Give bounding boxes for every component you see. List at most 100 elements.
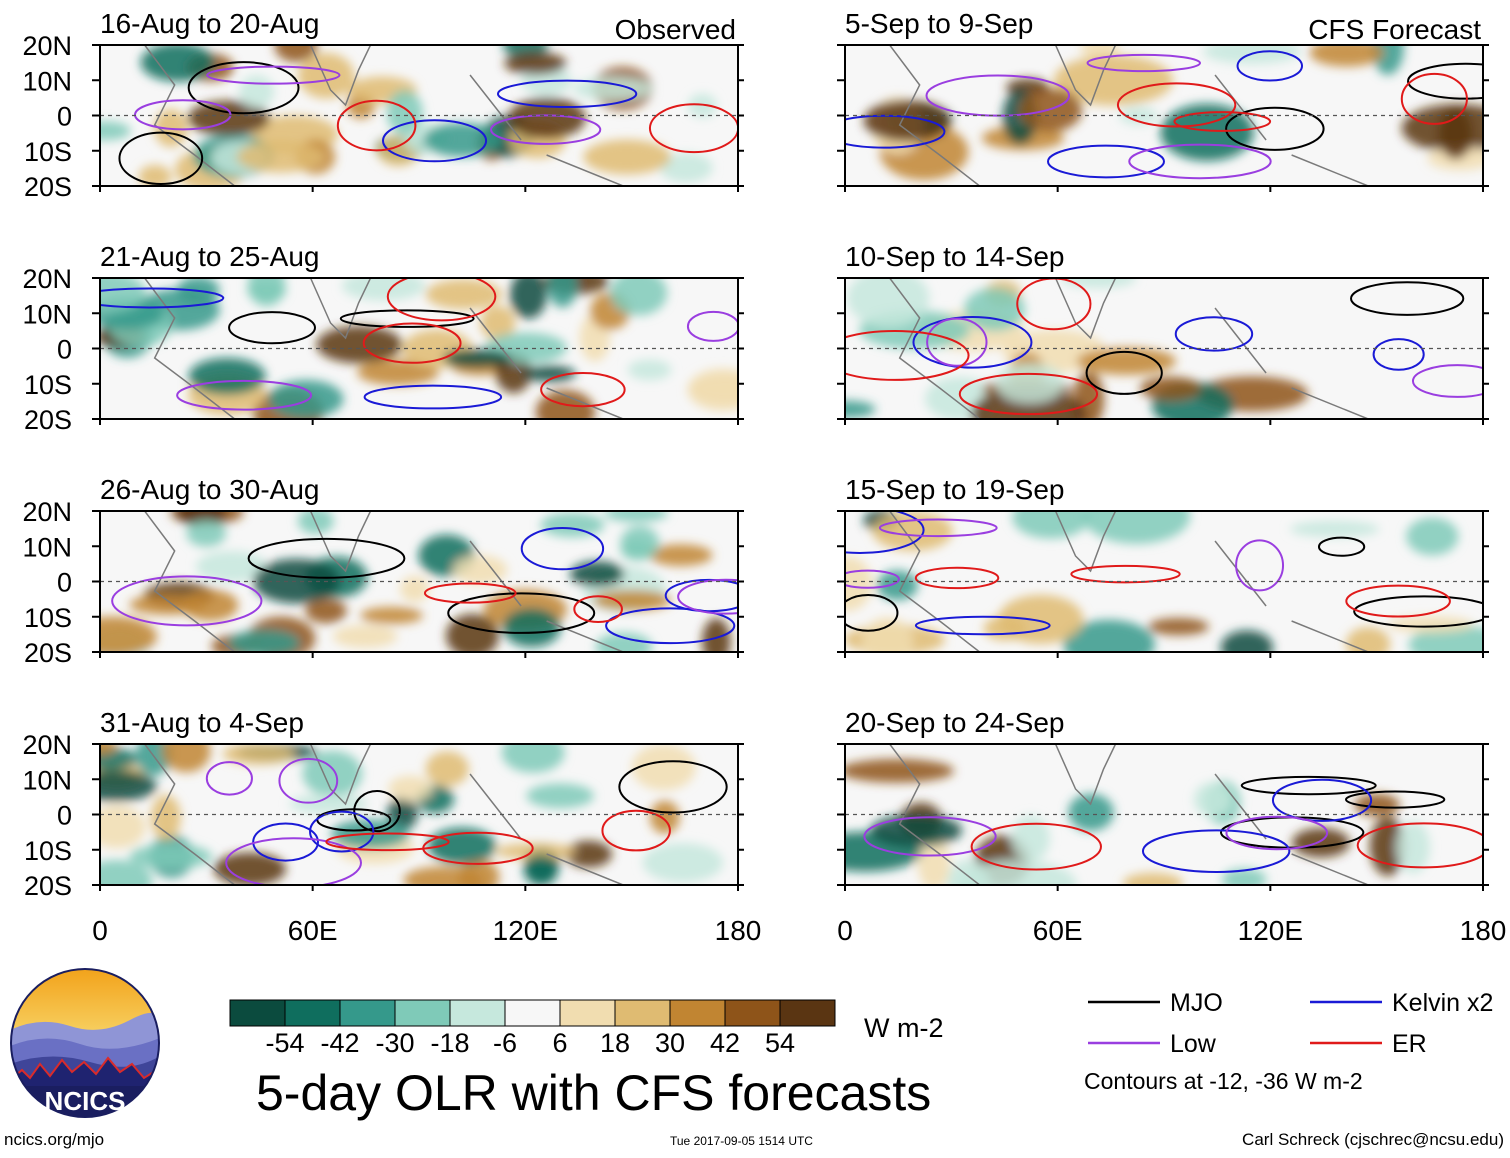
maritime-coast bbox=[469, 74, 624, 186]
olr-anomaly bbox=[186, 519, 227, 547]
maritime-coast bbox=[1214, 540, 1369, 652]
contour-kelvin-x2 bbox=[1372, 338, 1425, 371]
africa-coast bbox=[144, 511, 236, 652]
olr-anomaly bbox=[138, 164, 172, 186]
panel-0-1: 20N 10N 0 10S 20S 21-Aug to 25-Aug bbox=[22, 241, 744, 435]
olr-anomaly bbox=[573, 76, 654, 101]
olr-anomaly bbox=[298, 53, 355, 99]
colorbar-label: -42 bbox=[320, 1028, 359, 1058]
olr-anomaly bbox=[1068, 793, 1114, 831]
olr-anomaly bbox=[845, 400, 876, 418]
contour-low bbox=[278, 757, 339, 804]
contour-kelvin-x2 bbox=[520, 527, 605, 571]
x-tick-label: 180 bbox=[715, 915, 762, 946]
olr-anomaly bbox=[1012, 511, 1090, 539]
olr-anomaly bbox=[583, 139, 672, 175]
africa-coast bbox=[144, 45, 236, 186]
contour-low bbox=[1235, 539, 1285, 592]
olr-anomaly bbox=[425, 279, 503, 310]
olr-anomaly bbox=[100, 121, 131, 141]
olr-anomaly bbox=[247, 281, 287, 301]
contour-mjo bbox=[1085, 350, 1163, 395]
olr-anomaly bbox=[387, 796, 418, 831]
colorbar-box bbox=[724, 999, 781, 1027]
olr-anomaly bbox=[659, 152, 713, 183]
panel-0-2: 20N 10N 0 10S 20S 26-Aug to 30-Aug bbox=[22, 474, 744, 668]
colorbar-label: -30 bbox=[375, 1028, 414, 1058]
africa-coast bbox=[144, 278, 236, 419]
olr-anomaly bbox=[1438, 107, 1473, 160]
panel-1-0: 5-Sep to 9-Sep CFS Forecast bbox=[837, 8, 1489, 192]
y-tick-label: 0 bbox=[57, 801, 72, 831]
olr-anomaly bbox=[1387, 616, 1474, 633]
contour-er bbox=[970, 822, 1102, 871]
contour-kelvin-x2 bbox=[845, 114, 946, 149]
colorbar-label: -6 bbox=[493, 1028, 517, 1058]
olr-anomaly bbox=[501, 744, 565, 773]
contour-mjo bbox=[447, 592, 596, 634]
colorbar-box bbox=[559, 999, 616, 1027]
olr-anomaly bbox=[1076, 347, 1177, 375]
olr-anomaly bbox=[687, 93, 718, 118]
ncics-logo: NCICS bbox=[10, 968, 160, 1118]
olr-anomaly bbox=[627, 359, 672, 381]
olr-anomaly bbox=[236, 140, 325, 173]
olr-anomaly bbox=[688, 375, 738, 404]
contour-mjo bbox=[845, 594, 899, 632]
olr-anomaly bbox=[1289, 520, 1380, 538]
olr-anomaly bbox=[458, 858, 500, 885]
olr-anomaly bbox=[523, 854, 559, 885]
olr-anomaly bbox=[863, 100, 951, 142]
contour-mjo bbox=[1317, 536, 1366, 557]
panel-0-3: 20N 10N 0 10S 20S 31-Aug to 4-Sep bbox=[22, 707, 744, 901]
panel-period-label: 16-Aug to 20-Aug bbox=[100, 8, 320, 39]
colorbar-box bbox=[504, 999, 561, 1027]
contour-er bbox=[1356, 822, 1483, 869]
colorbar-box bbox=[394, 999, 451, 1027]
contour-er bbox=[362, 322, 462, 364]
x-tick-label: 0 bbox=[92, 915, 108, 946]
contour-low bbox=[1128, 143, 1272, 180]
india-coast bbox=[309, 511, 372, 573]
contour-low bbox=[926, 317, 988, 367]
olr-anomaly bbox=[570, 561, 625, 587]
colorbar-label: -54 bbox=[265, 1028, 304, 1058]
olr-anomaly bbox=[1139, 376, 1202, 401]
olr-anomaly bbox=[642, 842, 724, 883]
olr-anomaly bbox=[1291, 828, 1350, 858]
colorbar-label: 30 bbox=[655, 1028, 685, 1058]
logo-text: NCICS bbox=[45, 1086, 126, 1116]
olr-anomaly bbox=[1053, 55, 1174, 106]
contour-low bbox=[686, 310, 738, 342]
contour-note: Contours at -12, -36 W m-2 bbox=[1084, 1068, 1363, 1094]
olr-anomaly bbox=[495, 843, 577, 860]
contour-kelvin-x2 bbox=[496, 79, 638, 109]
olr-anomaly bbox=[1082, 511, 1191, 544]
olr-anomaly bbox=[917, 837, 951, 885]
contour-low bbox=[863, 816, 997, 857]
olr-anomaly bbox=[870, 814, 963, 847]
olr-anomaly bbox=[332, 624, 398, 648]
olr-anomaly bbox=[100, 859, 153, 885]
colorbar-box bbox=[339, 999, 396, 1027]
contour-er bbox=[648, 103, 738, 154]
contour-low bbox=[878, 518, 998, 538]
contour-mjo bbox=[353, 790, 401, 833]
olr-anomaly bbox=[1309, 45, 1384, 67]
colorbar-box bbox=[669, 999, 726, 1027]
olr-anomaly bbox=[182, 589, 239, 621]
site-url[interactable]: ncics.org/mjo bbox=[4, 1130, 105, 1149]
contour-mjo bbox=[618, 760, 728, 814]
colorbar-box bbox=[779, 999, 836, 1027]
contour-er bbox=[1173, 111, 1272, 132]
x-tick-label: 60E bbox=[1033, 915, 1083, 946]
olr-anomaly bbox=[188, 357, 266, 395]
olr-anomaly bbox=[1220, 630, 1274, 652]
olr-anomaly bbox=[1345, 626, 1391, 652]
olr-anomaly bbox=[316, 325, 403, 364]
olr-anomaly bbox=[502, 608, 561, 648]
contour-mjo bbox=[228, 311, 316, 345]
colorbar-box bbox=[284, 999, 341, 1027]
olr-anomaly bbox=[1406, 517, 1459, 556]
olr-anomaly bbox=[1063, 619, 1156, 652]
